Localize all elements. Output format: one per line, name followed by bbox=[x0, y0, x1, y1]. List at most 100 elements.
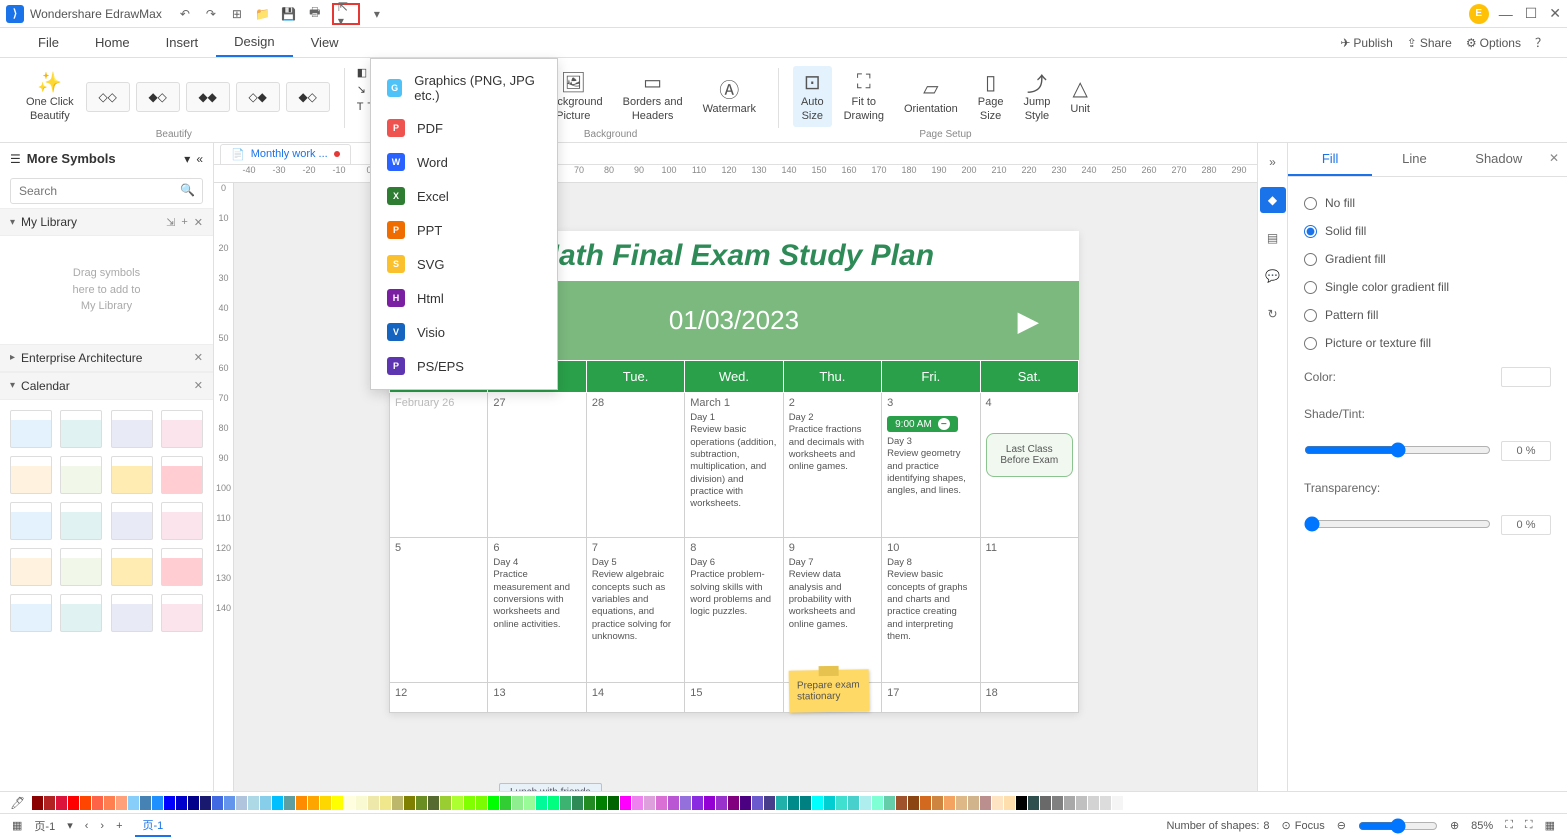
color-swatch[interactable] bbox=[968, 796, 979, 810]
publish-button[interactable]: ✈ Publish bbox=[1340, 36, 1392, 50]
color-swatch[interactable] bbox=[356, 796, 367, 810]
calendar-cell[interactable]: 11 bbox=[980, 538, 1078, 683]
theme-chip[interactable]: ◆◆ bbox=[186, 82, 230, 112]
calendar-cell[interactable]: March 1Day 1Review basic operations (add… bbox=[685, 393, 783, 538]
calendar-cell[interactable]: 10Day 8Review basic concepts of graphs a… bbox=[882, 538, 980, 683]
color-swatch[interactable] bbox=[1064, 796, 1075, 810]
color-swatch[interactable] bbox=[992, 796, 1003, 810]
color-swatch[interactable] bbox=[596, 796, 607, 810]
color-swatch[interactable] bbox=[464, 796, 475, 810]
export-item[interactable]: SSVG bbox=[371, 247, 557, 281]
color-swatch[interactable] bbox=[1040, 796, 1051, 810]
color-swatch[interactable] bbox=[200, 796, 211, 810]
color-swatch[interactable] bbox=[440, 796, 451, 810]
color-swatch[interactable] bbox=[428, 796, 439, 810]
color-swatch[interactable] bbox=[944, 796, 955, 810]
more-icon[interactable]: ▾ bbox=[368, 5, 386, 23]
symbol-thumbnail[interactable] bbox=[10, 456, 52, 494]
color-swatch[interactable] bbox=[92, 796, 103, 810]
close-panel-icon[interactable]: ✕ bbox=[1541, 143, 1567, 176]
export-item[interactable]: HHtml bbox=[371, 281, 557, 315]
tab-shadow[interactable]: Shadow bbox=[1457, 143, 1541, 176]
calendar-cell[interactable]: 2Day 2Practice fractions and decimals wi… bbox=[783, 393, 881, 538]
color-swatch[interactable] bbox=[512, 796, 523, 810]
color-swatch[interactable] bbox=[932, 796, 943, 810]
fill-option[interactable]: Solid fill bbox=[1304, 217, 1551, 245]
fill-option[interactable]: Single color gradient fill bbox=[1304, 273, 1551, 301]
color-swatch[interactable] bbox=[752, 796, 763, 810]
theme-chip[interactable]: ◆◇ bbox=[286, 82, 330, 112]
export-item[interactable]: GGraphics (PNG, JPG etc.) bbox=[371, 65, 557, 111]
color-swatch[interactable] bbox=[260, 796, 271, 810]
symbol-thumbnail[interactable] bbox=[111, 548, 153, 586]
color-swatch[interactable] bbox=[116, 796, 127, 810]
undo-icon[interactable]: ↶ bbox=[176, 5, 194, 23]
collapse-icon[interactable]: « bbox=[196, 152, 203, 166]
calendar-cell[interactable]: 39:00 AM−Day 3Review geometry and practi… bbox=[882, 393, 980, 538]
tab-line[interactable]: Line bbox=[1372, 143, 1456, 176]
note-bubble[interactable]: Last Class Before Exam bbox=[986, 433, 1073, 477]
unit-button[interactable]: △Unit bbox=[1062, 73, 1098, 120]
shade-value[interactable]: 0 % bbox=[1501, 441, 1551, 461]
zoom-out-icon[interactable]: ⊖ bbox=[1337, 819, 1346, 832]
color-swatch[interactable] bbox=[920, 796, 931, 810]
color-swatch[interactable] bbox=[536, 796, 547, 810]
color-swatch[interactable] bbox=[908, 796, 919, 810]
color-swatch[interactable] bbox=[776, 796, 787, 810]
color-swatch[interactable] bbox=[572, 796, 583, 810]
symbol-thumbnail[interactable] bbox=[60, 502, 102, 540]
export-item[interactable]: PPS/EPS bbox=[371, 349, 557, 383]
color-swatch[interactable] bbox=[1100, 796, 1111, 810]
color-swatch[interactable] bbox=[248, 796, 259, 810]
symbol-thumbnail[interactable] bbox=[10, 502, 52, 540]
calendar-cell[interactable]: 6Day 4Practice measurement and conversio… bbox=[488, 538, 586, 683]
color-swatch[interactable] bbox=[980, 796, 991, 810]
color-swatch[interactable] bbox=[188, 796, 199, 810]
color-swatch[interactable] bbox=[716, 796, 727, 810]
radio-input[interactable] bbox=[1304, 197, 1317, 210]
close-icon[interactable]: ✕ bbox=[1549, 5, 1561, 22]
symbol-thumbnail[interactable] bbox=[161, 502, 203, 540]
fit-button[interactable]: ⛶Fit to Drawing bbox=[836, 66, 892, 126]
pages-icon[interactable]: ▦ bbox=[12, 819, 22, 832]
color-swatch[interactable] bbox=[404, 796, 415, 810]
radio-input[interactable] bbox=[1304, 309, 1317, 322]
lunch-tag[interactable]: Lunch with friends bbox=[499, 783, 602, 791]
color-swatch[interactable] bbox=[380, 796, 391, 810]
color-swatch[interactable] bbox=[884, 796, 895, 810]
close-icon[interactable]: ✕ bbox=[194, 379, 203, 392]
color-swatch[interactable] bbox=[44, 796, 55, 810]
export-item[interactable]: PPDF bbox=[371, 111, 557, 145]
print-icon[interactable]: 🖶 bbox=[306, 5, 324, 23]
calendar-cell[interactable]: 7Day 5Review algebraic concepts such as … bbox=[586, 538, 684, 683]
share-button[interactable]: ⇪ Share bbox=[1407, 36, 1452, 50]
color-swatch[interactable] bbox=[680, 796, 691, 810]
comment-tool-icon[interactable]: 💬 bbox=[1260, 263, 1286, 289]
redo-icon[interactable]: ↷ bbox=[202, 5, 220, 23]
fill-option[interactable]: Picture or texture fill bbox=[1304, 329, 1551, 357]
calendar-cell[interactable]: 13 bbox=[488, 683, 586, 713]
fill-option[interactable]: Gradient fill bbox=[1304, 245, 1551, 273]
page-tab[interactable]: 页-1 bbox=[135, 815, 172, 837]
document-tab[interactable]: 📄 Monthly work ... bbox=[220, 144, 351, 164]
symbol-thumbnail[interactable] bbox=[60, 410, 102, 448]
symbol-thumbnail[interactable] bbox=[111, 502, 153, 540]
color-swatch[interactable] bbox=[104, 796, 115, 810]
color-swatch[interactable] bbox=[704, 796, 715, 810]
symbol-thumbnail[interactable] bbox=[111, 410, 153, 448]
color-swatch[interactable] bbox=[668, 796, 679, 810]
calendar-cell[interactable]: 4Last Class Before Exam bbox=[980, 393, 1078, 538]
prev-page-icon[interactable]: ‹ bbox=[85, 820, 89, 832]
color-swatch[interactable] bbox=[308, 796, 319, 810]
search-icon[interactable]: 🔍 bbox=[180, 183, 195, 197]
calendar-cell[interactable]: 18 bbox=[980, 683, 1078, 713]
color-swatch[interactable] bbox=[284, 796, 295, 810]
color-swatch[interactable] bbox=[1501, 367, 1551, 387]
color-swatch[interactable] bbox=[728, 796, 739, 810]
calendar-cell[interactable]: 5 bbox=[390, 538, 488, 683]
radio-input[interactable] bbox=[1304, 225, 1317, 238]
theme-chip[interactable]: ◇◆ bbox=[236, 82, 280, 112]
symbol-thumbnail[interactable] bbox=[111, 594, 153, 632]
menu-design[interactable]: Design bbox=[216, 28, 292, 57]
color-swatch[interactable] bbox=[656, 796, 667, 810]
